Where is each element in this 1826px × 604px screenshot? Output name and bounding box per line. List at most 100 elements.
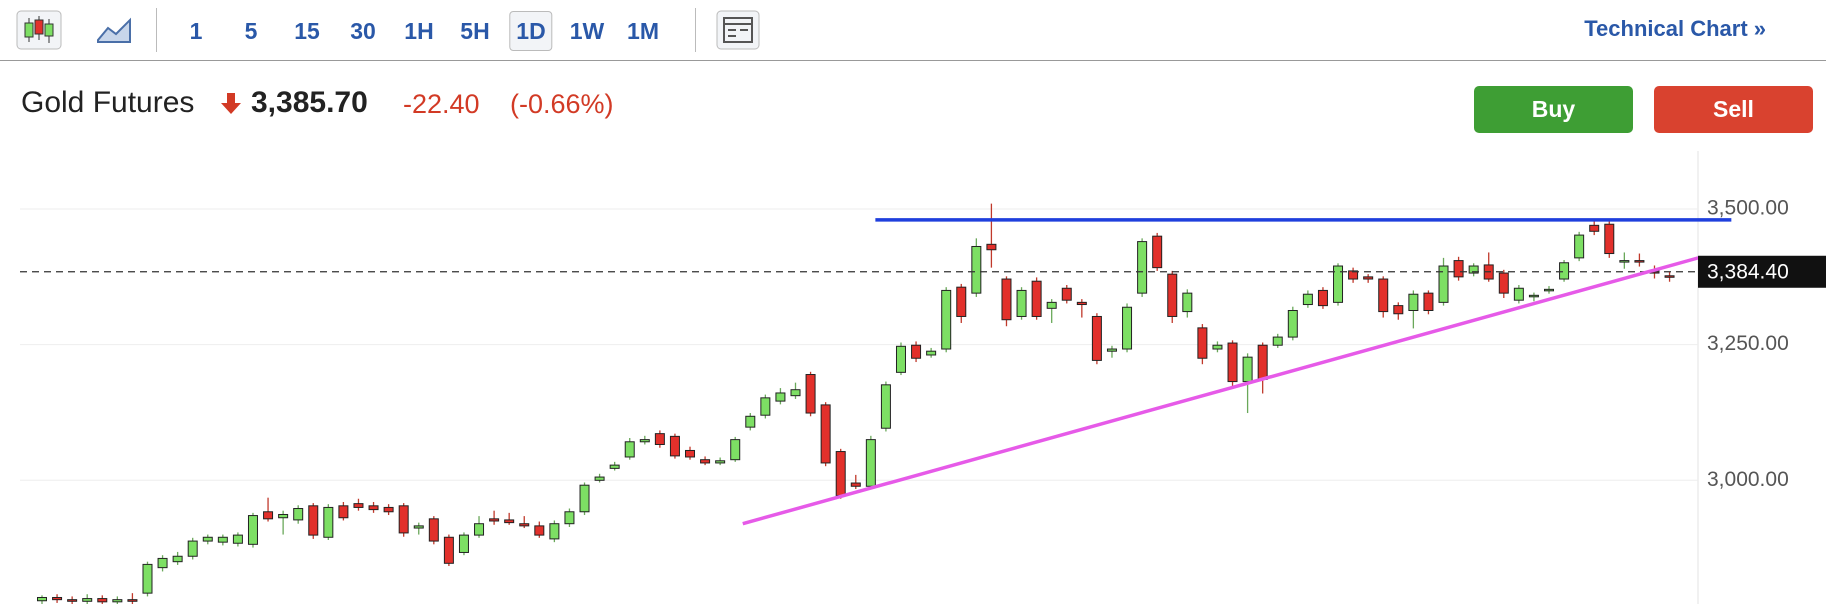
candle-body [835, 451, 846, 496]
candle-body [1061, 287, 1072, 301]
down-arrow [221, 93, 241, 114]
candle-body [654, 433, 665, 446]
divider [695, 8, 696, 52]
candle-body [926, 350, 937, 356]
candle-body [1001, 278, 1012, 321]
candle-body [1257, 344, 1268, 380]
candle-body [1348, 270, 1359, 280]
candle-body [805, 374, 816, 414]
candle-body [67, 599, 78, 602]
candle-body [760, 397, 771, 416]
technical-chart-link[interactable]: Technical Chart » [1584, 16, 1766, 41]
candle-body [1619, 260, 1630, 263]
candle-body [157, 557, 168, 569]
candle-body [278, 513, 289, 519]
candle-body [1242, 356, 1253, 383]
candle-body [986, 243, 997, 251]
candle-body [1046, 301, 1057, 309]
candle-body [1664, 275, 1675, 278]
candle-body [1423, 292, 1434, 311]
candle-body [187, 540, 198, 557]
layout-icon[interactable] [716, 10, 760, 50]
interval-button[interactable]: 15 [294, 18, 320, 44]
candle-body [1378, 278, 1389, 313]
sell-button[interactable]: Sell [1654, 86, 1813, 133]
candle-body [1393, 305, 1404, 315]
candle-body [504, 519, 515, 524]
candle-body [1468, 265, 1479, 274]
candle-body [941, 289, 952, 350]
candle-body [1528, 294, 1539, 298]
candle-body [368, 505, 379, 511]
candle-body [323, 506, 334, 538]
candle-body [112, 599, 123, 603]
trendline [742, 256, 1699, 526]
interval-button[interactable]: 5 [244, 18, 258, 44]
candle-body [579, 484, 590, 513]
candle-body [685, 449, 696, 458]
candle-body [639, 439, 650, 443]
candle-body [263, 511, 274, 520]
candle-body [1589, 224, 1600, 232]
line-icon[interactable] [96, 14, 134, 46]
candle-body [745, 415, 756, 428]
candle-body [308, 505, 319, 536]
y-tick-label: 3,000.00 [1707, 468, 1789, 491]
interval-button[interactable]: 1M [627, 18, 659, 44]
last-price-box [1698, 255, 1826, 288]
interval-button[interactable]: 1 [189, 18, 203, 44]
candle-body [1016, 289, 1027, 317]
candle-body [142, 563, 153, 594]
candle-body [534, 525, 545, 536]
candle-body [97, 598, 108, 603]
candle-body [624, 441, 635, 458]
candle-body [549, 523, 560, 540]
divider [156, 8, 157, 52]
candle-body [1122, 306, 1133, 350]
candle-body [1302, 293, 1313, 306]
interval-button[interactable]: 1W [569, 18, 605, 44]
candle-body [1559, 262, 1570, 280]
candle-body [956, 286, 967, 317]
interval-button[interactable]: 30 [350, 18, 376, 44]
candle-body [217, 536, 228, 543]
candle-icon[interactable] [16, 10, 62, 50]
candle-body [790, 389, 801, 397]
candle-body [1438, 265, 1449, 303]
candle-body [1076, 301, 1087, 306]
interval-button[interactable]: 1D [509, 11, 553, 51]
candle-body [564, 511, 575, 525]
candle-body [1513, 287, 1524, 301]
candle-body [383, 506, 394, 513]
candle-body [458, 534, 469, 553]
candle-body [247, 515, 258, 545]
candle-body [1333, 265, 1344, 303]
candle-body [127, 599, 138, 602]
candle-body [1212, 344, 1223, 350]
buy-button[interactable]: Buy [1474, 86, 1633, 133]
candle-body [1498, 272, 1509, 294]
interval-button[interactable]: 5H [460, 18, 490, 44]
candle-body [820, 404, 831, 464]
candle-body [715, 460, 726, 464]
candle-body [1634, 260, 1645, 263]
candle-body [700, 459, 711, 464]
candle-body [1287, 309, 1298, 338]
candle-body [202, 536, 213, 542]
candle-body [1363, 276, 1374, 280]
candle-body [971, 245, 982, 294]
candle-body [37, 596, 47, 602]
candle-body [1167, 273, 1178, 317]
toolbar: 1 5 15 30 1H 5H 1D 1W 1M Technical Chart » [0, 0, 1826, 61]
change-percent: (-0.66%) [510, 89, 614, 119]
candle-body [865, 439, 876, 487]
candle-body [1137, 241, 1148, 294]
candle-body [1031, 280, 1042, 317]
candle-body [911, 344, 922, 359]
interval-button[interactable]: 1H [404, 18, 434, 44]
candle-body [232, 534, 243, 544]
candle-body [338, 505, 349, 519]
candle-body [730, 439, 741, 461]
